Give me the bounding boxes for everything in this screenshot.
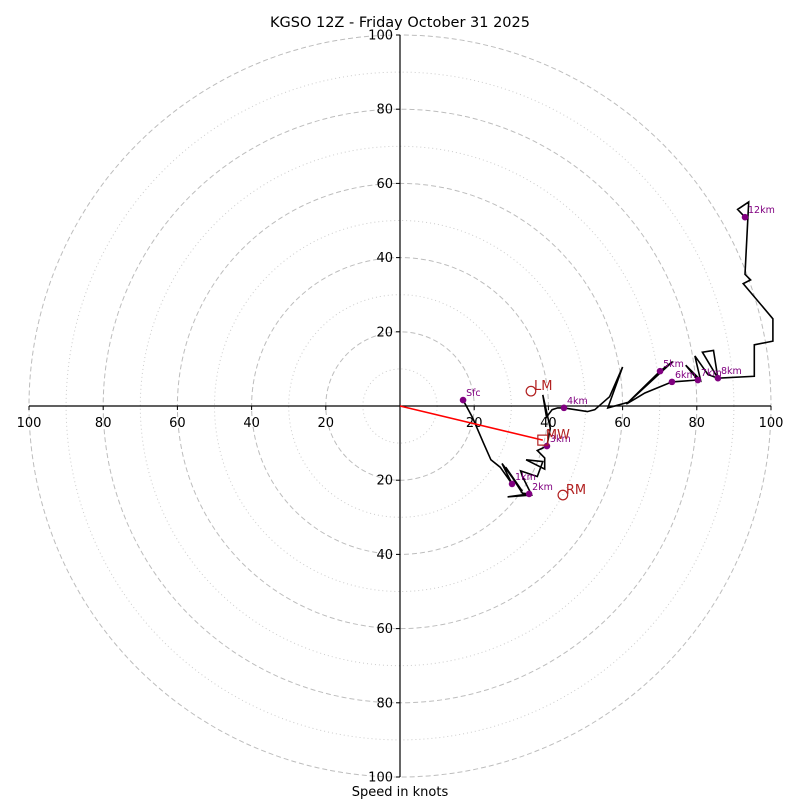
y-tick-label: 100 — [368, 29, 393, 44]
level-label: 12km — [748, 205, 775, 216]
level-point — [694, 376, 702, 384]
level-point — [508, 480, 516, 488]
y-tick-label: 60 — [376, 622, 393, 637]
level-point — [525, 490, 533, 498]
lm-marker — [525, 385, 537, 397]
level-point — [459, 396, 467, 404]
hodograph-trace — [462, 200, 774, 498]
x-tick-label: 80 — [689, 416, 706, 431]
level-point — [741, 213, 749, 221]
y-tick-label: 100 — [368, 771, 393, 786]
rm-marker — [557, 489, 569, 501]
x-tick-label: 40 — [540, 416, 557, 431]
y-tick-label: 40 — [376, 251, 393, 266]
y-tick-label: 80 — [376, 103, 393, 118]
level-label: 5km — [663, 359, 684, 370]
chart-title: KGSO 12Z - Friday October 31 2025 — [270, 15, 530, 31]
mean-wind-vector — [399, 405, 543, 441]
x-tick-label: 60 — [614, 416, 631, 431]
hodograph-trace-group — [399, 200, 774, 498]
level-label: 2km — [532, 482, 553, 493]
y-tick-label: 80 — [376, 696, 393, 711]
rm-label: RM — [566, 483, 586, 498]
x-tick-label: 80 — [95, 416, 112, 431]
y-tick-label: 20 — [376, 474, 393, 489]
level-point — [543, 442, 551, 450]
level-label: 8km — [721, 366, 742, 377]
level-point — [714, 374, 722, 382]
mw-label: MW — [546, 428, 570, 443]
y-tick-label: 20 — [376, 325, 393, 340]
level-label: 4km — [567, 396, 588, 407]
y-tick-label: 60 — [376, 177, 393, 192]
x-tick-label: 20 — [318, 416, 335, 431]
mean-wind-marker — [537, 434, 549, 446]
level-point — [668, 378, 676, 386]
storm-motion-markers: LM MW RM — [525, 379, 586, 501]
lm-label: LM — [534, 379, 552, 394]
level-label: Sfc — [466, 388, 481, 399]
x-tick-label: 100 — [759, 416, 784, 431]
x-axis-label: Speed in knots — [352, 785, 449, 800]
y-tick-label: 40 — [376, 548, 393, 563]
x-tick-label: 100 — [17, 416, 42, 431]
level-point — [656, 367, 664, 375]
tick-labels: 100 80 60 40 20 20 40 60 80 100100806040202040608… — [17, 29, 784, 786]
level-label: 1km — [515, 472, 536, 483]
x-tick-label: 60 — [169, 416, 186, 431]
level-label: 3km — [550, 434, 571, 445]
level-label: 7km — [701, 368, 722, 379]
x-tick-label: 40 — [243, 416, 260, 431]
level-point — [560, 404, 568, 412]
level-label: 6km — [675, 370, 696, 381]
